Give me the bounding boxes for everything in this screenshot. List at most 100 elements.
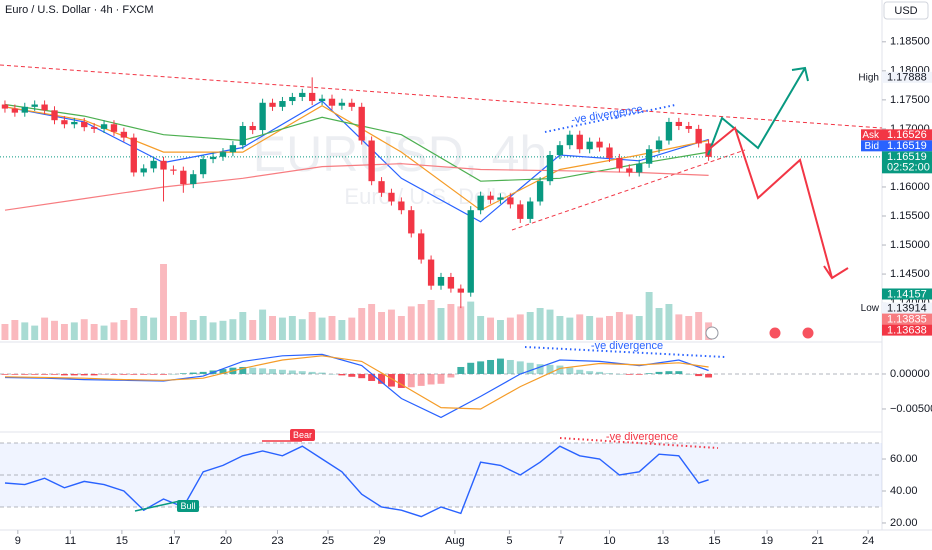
candle-body	[199, 159, 207, 175]
histogram-bar	[635, 373, 643, 375]
x-tick-label: 11	[65, 535, 76, 547]
price-tag	[882, 140, 932, 152]
histogram-bar	[51, 373, 58, 375]
histogram-bar	[467, 362, 475, 374]
candle-body	[338, 102, 346, 106]
volume-bar	[546, 309, 554, 340]
candle-body	[239, 126, 246, 146]
histogram-bar	[249, 367, 257, 374]
volume-bar	[239, 312, 247, 340]
candle-body	[596, 141, 603, 148]
volume-bar	[566, 317, 574, 340]
bull-label-box	[177, 500, 199, 512]
candle-body	[259, 102, 266, 131]
price-tag-label: 1.17888	[887, 72, 927, 84]
currency[interactable]: USD	[894, 5, 917, 17]
volume-bar	[506, 317, 514, 340]
x-tick-label: 15	[708, 535, 720, 547]
candle-body	[308, 92, 316, 102]
candle-body	[645, 149, 653, 164]
volume-bar	[645, 292, 653, 340]
candle-body	[447, 276, 455, 289]
x-tick-label: 25	[322, 535, 334, 547]
annotation: -ve divergence	[606, 431, 678, 443]
price-tag-label: 1.16526	[887, 129, 927, 141]
candle-body	[41, 104, 48, 111]
candle-body	[110, 124, 118, 132]
histogram-bar	[21, 373, 29, 375]
bearish-projection	[707, 126, 833, 279]
event-icon[interactable]	[705, 326, 719, 340]
annotation: Bull	[180, 501, 195, 511]
candle-body	[566, 134, 574, 146]
x-tick-label: 29	[373, 535, 385, 547]
chart-title: Euro / U.S. Dollar · 4h · FXCM	[5, 4, 154, 16]
volume-bar	[179, 312, 187, 340]
histogram-bar	[189, 372, 197, 374]
candle-body	[497, 197, 504, 200]
histogram-bar	[150, 373, 158, 375]
y-tick-label: 1.16000	[890, 181, 930, 193]
histogram-bar	[348, 373, 356, 377]
histogram-bar	[625, 373, 633, 375]
volume-bar	[150, 317, 158, 340]
candle-body	[299, 92, 306, 97]
candle-body	[576, 134, 583, 150]
volume-bar	[348, 317, 356, 340]
volume-bar	[457, 306, 465, 340]
histogram-bar	[546, 364, 554, 374]
candle-body	[437, 276, 445, 286]
event-icon[interactable]	[768, 326, 782, 340]
candle-body	[209, 156, 217, 160]
price-tag	[882, 288, 932, 300]
volume-bar	[189, 320, 197, 340]
candle-body	[249, 126, 256, 131]
volume-bar	[496, 320, 504, 340]
histogram-bar	[606, 373, 613, 374]
price-tag-name: High	[858, 72, 879, 83]
candle-body	[636, 163, 643, 173]
candle-body	[21, 106, 28, 113]
price-tag-label: 1.16519	[887, 140, 927, 152]
histogram-bar	[556, 365, 564, 374]
histogram-bar	[596, 371, 604, 374]
x-tick-label: 17	[168, 535, 180, 547]
candle-body	[378, 181, 385, 193]
candle-body	[1, 104, 9, 109]
divergence-line	[524, 346, 726, 358]
annotation: -ve divergence	[591, 340, 663, 352]
volume-bar	[209, 322, 217, 340]
volume-bar	[259, 309, 267, 340]
histogram-bar	[179, 373, 187, 374]
price-tag-label: 1.13914	[887, 302, 927, 314]
histogram-bar	[417, 373, 425, 386]
histogram-bar	[80, 373, 88, 376]
candle-body	[328, 98, 336, 106]
volume-bar	[675, 314, 683, 340]
volume-bar	[635, 316, 643, 340]
histogram-bar	[615, 373, 623, 375]
histogram-bar	[199, 371, 207, 374]
annotation-layer: Euro / U.S. Dollar · 4h · FXCM USD -ve d…	[5, 1, 929, 512]
currency-box[interactable]	[883, 1, 929, 20]
price-tag-label: 1.14157	[887, 288, 927, 300]
watermark-sub: Euro / U.S. Dollar	[344, 184, 515, 209]
candle-body	[358, 106, 365, 141]
volume-bar	[229, 319, 237, 340]
histogram-bar	[705, 373, 713, 378]
histogram-bar	[526, 362, 534, 374]
x-tick-label: 21	[811, 535, 823, 547]
event-icon[interactable]	[801, 326, 815, 340]
histogram-bar	[1, 373, 9, 375]
x-tick-label: 10	[603, 535, 615, 547]
y-tick-label: 20.00	[890, 517, 918, 529]
histogram-bar	[120, 373, 128, 375]
resistance-line	[0, 64, 883, 129]
histogram-bar	[160, 373, 167, 375]
candle-body	[100, 124, 108, 129]
volume-bar	[407, 306, 415, 340]
bear-label-box	[290, 429, 315, 441]
price-tag	[882, 313, 932, 325]
volume-bar	[31, 325, 39, 340]
histogram-bar	[269, 369, 276, 374]
